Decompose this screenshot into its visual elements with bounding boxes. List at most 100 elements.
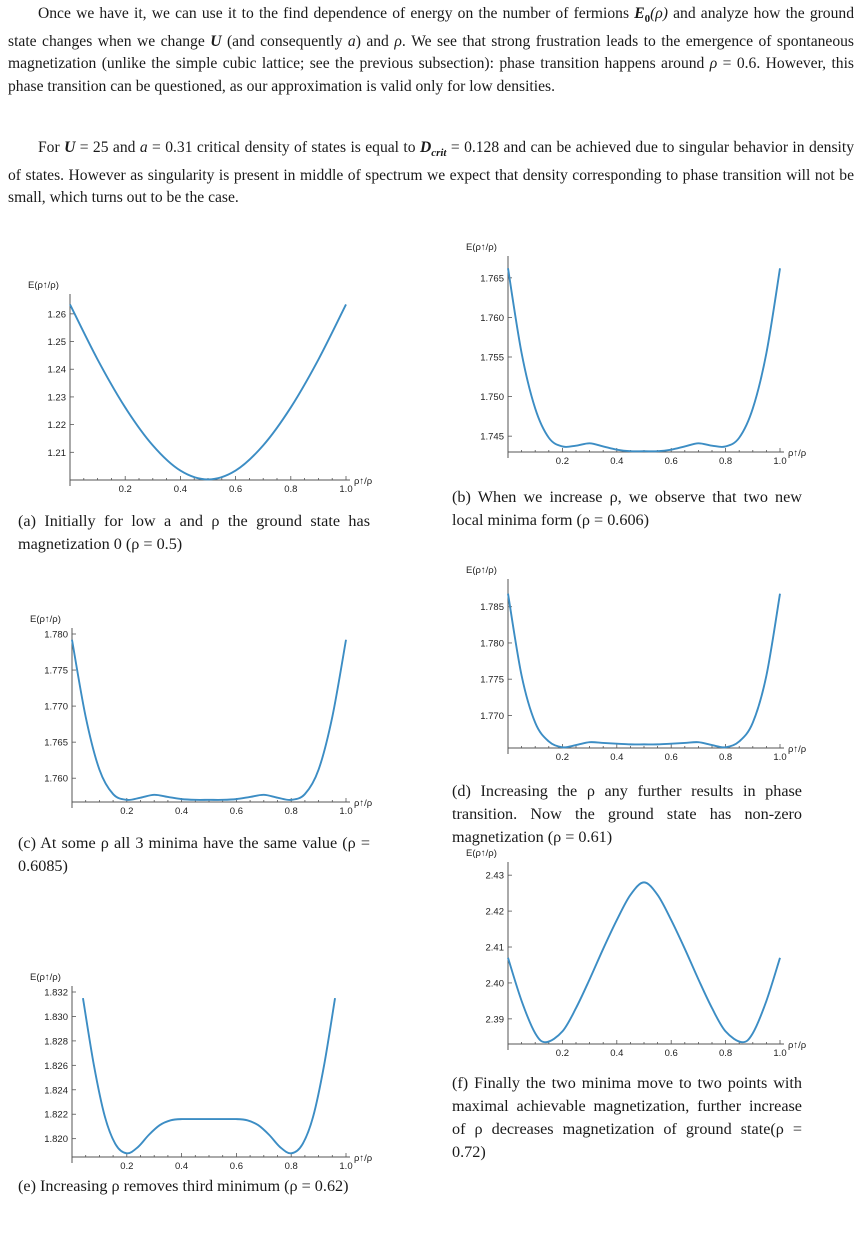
x-tick-label: 0.8	[285, 1161, 298, 1172]
x-tick-label: 0.4	[174, 484, 187, 495]
x-tick-label: 1.0	[339, 484, 352, 495]
y-axis-label: E(ρ↑/ρ)	[466, 848, 497, 859]
y-tick-label: 1.785	[480, 602, 504, 613]
math-arg: (ρ)	[650, 5, 668, 22]
x-tick-label: 1.0	[773, 1048, 786, 1059]
text-run: For	[38, 139, 65, 156]
x-tick-label: 0.6	[230, 1161, 243, 1172]
x-tick-label: 1.0	[773, 752, 786, 763]
x-tick-label: 0.6	[665, 1048, 678, 1059]
y-axis-label: E(ρ↑/ρ)	[28, 280, 59, 291]
text-run: = 0.31 critical density of states is equ…	[147, 139, 420, 156]
math-rho: ρ	[709, 55, 718, 73]
figure-f-caption: (f) Finally the two minima move to two p…	[452, 1074, 802, 1161]
x-tick-label: 1.0	[773, 456, 786, 467]
x-tick-label: 0.8	[719, 456, 732, 467]
y-tick-label: 1.820	[44, 1134, 68, 1145]
y-tick-label: 1.765	[44, 738, 68, 749]
math-a: a	[139, 139, 148, 156]
x-tick-label: 0.4	[610, 1048, 623, 1059]
y-tick-label: 2.42	[486, 907, 505, 918]
y-axis-label: E(ρ↑/ρ)	[466, 242, 497, 253]
y-tick-label: 2.39	[486, 1014, 505, 1025]
y-tick-label: 1.23	[48, 392, 67, 403]
math-e: E0	[634, 5, 651, 26]
y-tick-label: 1.26	[48, 309, 67, 320]
x-axis-label: ρ↑/ρ	[788, 1040, 807, 1051]
x-tick-label: 0.2	[556, 752, 569, 763]
y-tick-label: 1.25	[48, 337, 67, 348]
series-line	[69, 304, 347, 481]
figure-d-caption: (d) Increasing the ρ any further results…	[452, 782, 802, 846]
x-tick-label: 0.2	[556, 1048, 569, 1059]
y-tick-label: 1.775	[480, 675, 504, 686]
x-tick-label: 0.4	[610, 456, 623, 467]
text-run: = 0.6. However, this phase transition ca…	[8, 55, 854, 95]
paragraph-1: Once we have it, we can use it to the fi…	[8, 3, 854, 98]
x-tick-label: 0.2	[119, 484, 132, 495]
y-tick-label: 1.770	[44, 702, 68, 713]
y-tick-label: 1.775	[44, 666, 68, 677]
y-tick-label: 1.780	[480, 638, 504, 649]
series-line	[507, 593, 781, 749]
x-tick-label: 1.0	[339, 806, 352, 817]
x-tick-label: 0.6	[665, 752, 678, 763]
y-tick-label: 1.824	[44, 1085, 68, 1096]
y-tick-label: 1.822	[44, 1110, 68, 1121]
x-axis-label: ρ↑/ρ	[354, 1153, 373, 1164]
y-tick-label: 2.41	[486, 943, 505, 954]
series-line	[507, 881, 781, 1044]
x-tick-label: 0.6	[230, 806, 243, 817]
x-axis-label: ρ↑/ρ	[354, 476, 373, 487]
series-line	[507, 268, 781, 453]
x-tick-label: 0.2	[120, 1161, 133, 1172]
y-tick-label: 1.760	[44, 774, 68, 785]
x-tick-label: 0.2	[120, 806, 133, 817]
y-tick-label: 1.755	[480, 353, 504, 364]
y-tick-label: 1.828	[44, 1036, 68, 1047]
figure-b-caption: (b) When we increase ρ, we observe that …	[452, 488, 802, 529]
text-run: and analyze how the ground state changes…	[8, 5, 854, 50]
text-run: Once we have it, we can use it to the fi…	[38, 5, 635, 22]
y-tick-label: 1.745	[480, 432, 504, 443]
x-tick-label: 0.4	[610, 752, 623, 763]
text-run: ) and	[355, 32, 395, 50]
math-a: a	[347, 32, 356, 50]
x-axis-label: ρ↑/ρ	[788, 448, 807, 459]
paragraph-2: For U = 25 and a = 0.31 critical density…	[8, 137, 854, 210]
text-run: = 25 and	[75, 139, 140, 156]
y-tick-label: 1.832	[44, 988, 68, 999]
y-tick-label: 1.760	[480, 313, 504, 324]
y-tick-label: 1.830	[44, 1012, 68, 1023]
series-line	[71, 639, 347, 801]
x-tick-label: 0.4	[175, 806, 188, 817]
text-run: = 0.128 and can be achieved due to singu…	[8, 139, 855, 207]
y-tick-label: 1.765	[480, 273, 504, 284]
y-axis-label: E(ρ↑/ρ)	[30, 972, 61, 983]
x-tick-label: 0.8	[284, 484, 297, 495]
math-d: Dcrit	[419, 139, 447, 160]
x-tick-label: 0.6	[665, 456, 678, 467]
y-tick-label: 1.24	[48, 365, 67, 376]
y-tick-label: 1.21	[48, 448, 67, 459]
x-axis-label: ρ↑/ρ	[354, 798, 373, 809]
y-tick-label: 1.826	[44, 1061, 68, 1072]
figure-c-caption: (c) At some ρ all 3 minima have the same…	[18, 834, 370, 875]
figure-e-caption: (e) Increasing ρ removes third minimum (…	[18, 1177, 349, 1195]
y-tick-label: 1.780	[44, 630, 68, 641]
x-tick-label: 0.6	[229, 484, 242, 495]
x-tick-label: 0.8	[285, 806, 298, 817]
math-rho: ρ	[394, 32, 402, 50]
y-axis-label: E(ρ↑/ρ)	[30, 614, 61, 625]
x-tick-label: 0.8	[719, 752, 732, 763]
x-tick-label: 1.0	[339, 1161, 352, 1172]
y-tick-label: 1.750	[480, 392, 504, 403]
y-axis-label: E(ρ↑/ρ)	[466, 565, 497, 576]
math-u: U	[64, 139, 76, 156]
text-run: (and consequently	[221, 32, 348, 50]
x-tick-label: 0.2	[556, 456, 569, 467]
x-axis-label: ρ↑/ρ	[788, 744, 807, 755]
series-line	[82, 997, 336, 1155]
text-run: . We see that strong frustration leads t…	[8, 32, 854, 73]
y-tick-label: 2.40	[486, 978, 505, 989]
